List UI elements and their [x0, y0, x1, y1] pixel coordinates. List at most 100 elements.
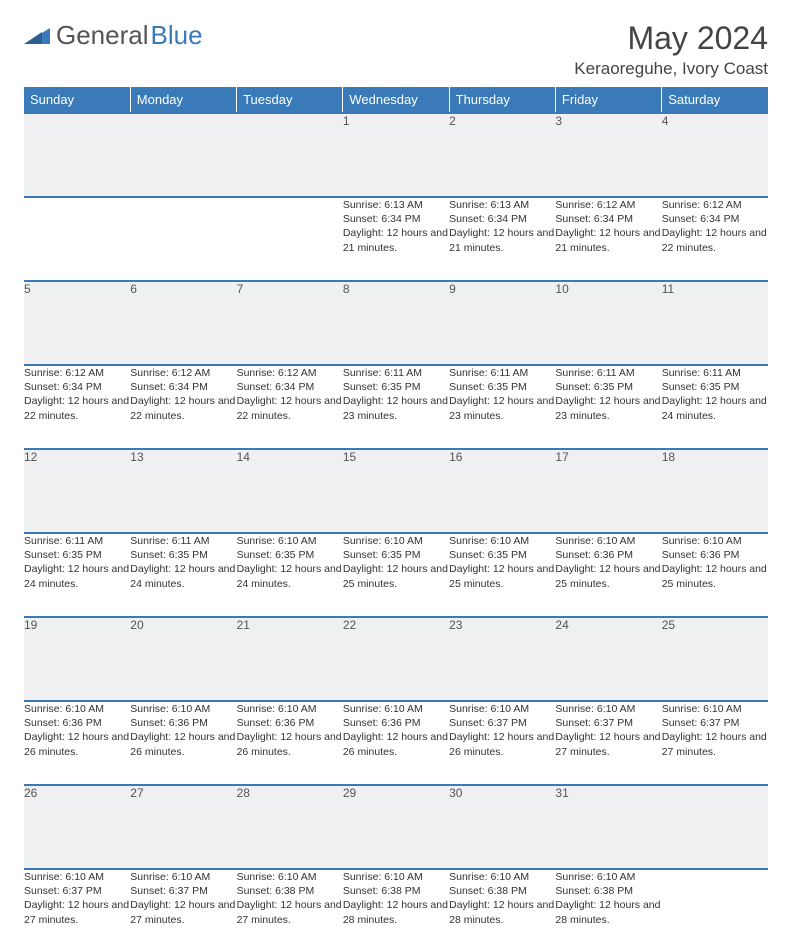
day-number-cell: 10: [555, 281, 661, 365]
daylight-line: Daylight: 12 hours and 25 minutes.: [555, 562, 661, 590]
sunrise-line: Sunrise: 6:10 AM: [555, 534, 661, 548]
day-detail-cell: Sunrise: 6:10 AMSunset: 6:38 PMDaylight:…: [555, 869, 661, 952]
day-detail-row: Sunrise: 6:13 AMSunset: 6:34 PMDaylight:…: [24, 197, 768, 281]
day-number-cell: 29: [343, 785, 449, 869]
sunset-line: Sunset: 6:38 PM: [343, 884, 449, 898]
sunrise-line: Sunrise: 6:10 AM: [449, 870, 555, 884]
logo-text-2: Blue: [151, 20, 203, 51]
sunrise-line: Sunrise: 6:11 AM: [130, 534, 236, 548]
sunrise-line: Sunrise: 6:11 AM: [555, 366, 661, 380]
daylight-line: Daylight: 12 hours and 22 minutes.: [24, 394, 130, 422]
day-detail-cell: Sunrise: 6:10 AMSunset: 6:38 PMDaylight:…: [237, 869, 343, 952]
weekday-header-row: Sunday Monday Tuesday Wednesday Thursday…: [24, 87, 768, 113]
daylight-line: Daylight: 12 hours and 28 minutes.: [555, 898, 661, 926]
daylight-line: Daylight: 12 hours and 27 minutes.: [555, 730, 661, 758]
sunrise-line: Sunrise: 6:10 AM: [449, 534, 555, 548]
sunrise-line: Sunrise: 6:10 AM: [130, 870, 236, 884]
day-number-cell: 19: [24, 617, 130, 701]
day-number-cell: 27: [130, 785, 236, 869]
day-number-cell: 3: [555, 113, 661, 197]
sunrise-line: Sunrise: 6:10 AM: [343, 870, 449, 884]
sunset-line: Sunset: 6:36 PM: [130, 716, 236, 730]
header: General Blue May 2024 Keraoreguhe, Ivory…: [24, 20, 768, 79]
sunset-line: Sunset: 6:35 PM: [343, 380, 449, 394]
sunset-line: Sunset: 6:34 PM: [130, 380, 236, 394]
day-number-cell: 7: [237, 281, 343, 365]
day-number-cell: 9: [449, 281, 555, 365]
logo-icon: [24, 22, 50, 49]
sunset-line: Sunset: 6:37 PM: [449, 716, 555, 730]
title-block: May 2024 Keraoreguhe, Ivory Coast: [574, 20, 768, 79]
sunset-line: Sunset: 6:35 PM: [237, 548, 343, 562]
day-number-cell: 16: [449, 449, 555, 533]
sunset-line: Sunset: 6:36 PM: [237, 716, 343, 730]
day-detail-cell: Sunrise: 6:10 AMSunset: 6:37 PMDaylight:…: [555, 701, 661, 785]
day-detail-cell: Sunrise: 6:12 AMSunset: 6:34 PMDaylight:…: [130, 365, 236, 449]
day-number-cell: 18: [662, 449, 768, 533]
day-number-cell: 23: [449, 617, 555, 701]
day-detail-cell: Sunrise: 6:11 AMSunset: 6:35 PMDaylight:…: [555, 365, 661, 449]
day-detail-cell: Sunrise: 6:11 AMSunset: 6:35 PMDaylight:…: [449, 365, 555, 449]
day-number-cell: 4: [662, 113, 768, 197]
day-number-cell: 6: [130, 281, 236, 365]
daylight-line: Daylight: 12 hours and 23 minutes.: [555, 394, 661, 422]
daylight-line: Daylight: 12 hours and 22 minutes.: [130, 394, 236, 422]
day-number-cell: 25: [662, 617, 768, 701]
day-number-cell: 1: [343, 113, 449, 197]
day-detail-cell: Sunrise: 6:11 AMSunset: 6:35 PMDaylight:…: [343, 365, 449, 449]
day-detail-cell: Sunrise: 6:12 AMSunset: 6:34 PMDaylight:…: [662, 197, 768, 281]
day-detail-cell: Sunrise: 6:10 AMSunset: 6:36 PMDaylight:…: [24, 701, 130, 785]
daylight-line: Daylight: 12 hours and 26 minutes.: [449, 730, 555, 758]
day-detail-cell: [237, 197, 343, 281]
day-detail-cell: Sunrise: 6:13 AMSunset: 6:34 PMDaylight:…: [449, 197, 555, 281]
sunset-line: Sunset: 6:37 PM: [24, 884, 130, 898]
sunrise-line: Sunrise: 6:11 AM: [343, 366, 449, 380]
daylight-line: Daylight: 12 hours and 25 minutes.: [449, 562, 555, 590]
day-number-cell: [24, 113, 130, 197]
day-detail-row: Sunrise: 6:12 AMSunset: 6:34 PMDaylight:…: [24, 365, 768, 449]
sunrise-line: Sunrise: 6:10 AM: [237, 870, 343, 884]
day-detail-cell: Sunrise: 6:10 AMSunset: 6:37 PMDaylight:…: [662, 701, 768, 785]
day-detail-cell: Sunrise: 6:10 AMSunset: 6:38 PMDaylight:…: [343, 869, 449, 952]
daylight-line: Daylight: 12 hours and 22 minutes.: [662, 226, 768, 254]
sunset-line: Sunset: 6:34 PM: [449, 212, 555, 226]
day-detail-cell: [662, 869, 768, 952]
sunset-line: Sunset: 6:37 PM: [662, 716, 768, 730]
weekday-header: Wednesday: [343, 87, 449, 113]
daylight-line: Daylight: 12 hours and 24 minutes.: [662, 394, 768, 422]
sunrise-line: Sunrise: 6:11 AM: [24, 534, 130, 548]
sunset-line: Sunset: 6:38 PM: [237, 884, 343, 898]
daylight-line: Daylight: 12 hours and 27 minutes.: [24, 898, 130, 926]
sunrise-line: Sunrise: 6:11 AM: [449, 366, 555, 380]
day-detail-row: Sunrise: 6:10 AMSunset: 6:36 PMDaylight:…: [24, 701, 768, 785]
day-number-cell: 15: [343, 449, 449, 533]
weekday-header: Monday: [130, 87, 236, 113]
day-number-cell: 11: [662, 281, 768, 365]
sunset-line: Sunset: 6:34 PM: [343, 212, 449, 226]
day-detail-cell: [24, 197, 130, 281]
daylight-line: Daylight: 12 hours and 24 minutes.: [237, 562, 343, 590]
month-title: May 2024: [574, 20, 768, 57]
day-detail-cell: Sunrise: 6:10 AMSunset: 6:35 PMDaylight:…: [343, 533, 449, 617]
day-detail-cell: Sunrise: 6:12 AMSunset: 6:34 PMDaylight:…: [24, 365, 130, 449]
sunrise-line: Sunrise: 6:10 AM: [662, 702, 768, 716]
weekday-header: Sunday: [24, 87, 130, 113]
weekday-header: Tuesday: [237, 87, 343, 113]
daylight-line: Daylight: 12 hours and 26 minutes.: [343, 730, 449, 758]
day-detail-cell: Sunrise: 6:10 AMSunset: 6:38 PMDaylight:…: [449, 869, 555, 952]
day-number-cell: 13: [130, 449, 236, 533]
sunset-line: Sunset: 6:34 PM: [662, 212, 768, 226]
day-number-cell: [237, 113, 343, 197]
sunset-line: Sunset: 6:34 PM: [24, 380, 130, 394]
daylight-line: Daylight: 12 hours and 25 minutes.: [343, 562, 449, 590]
logo: General Blue: [24, 20, 203, 51]
sunset-line: Sunset: 6:35 PM: [343, 548, 449, 562]
day-detail-cell: Sunrise: 6:10 AMSunset: 6:36 PMDaylight:…: [343, 701, 449, 785]
daylight-line: Daylight: 12 hours and 26 minutes.: [24, 730, 130, 758]
weekday-header: Saturday: [662, 87, 768, 113]
day-detail-cell: Sunrise: 6:11 AMSunset: 6:35 PMDaylight:…: [662, 365, 768, 449]
day-number-row: 567891011: [24, 281, 768, 365]
sunrise-line: Sunrise: 6:10 AM: [555, 870, 661, 884]
day-number-cell: [130, 113, 236, 197]
sunrise-line: Sunrise: 6:13 AM: [343, 198, 449, 212]
